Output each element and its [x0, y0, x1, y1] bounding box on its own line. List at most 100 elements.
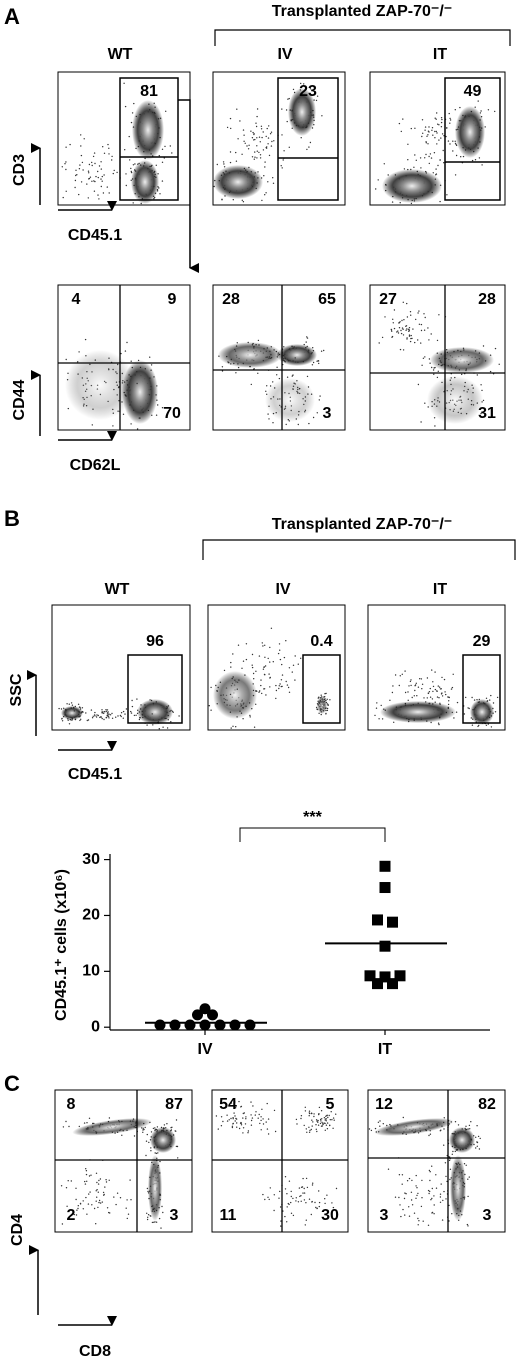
event-dot: [295, 1200, 297, 1202]
event-dot: [272, 661, 274, 663]
event-dot: [324, 693, 326, 695]
event-dot: [440, 117, 443, 119]
event-dot: [405, 1193, 407, 1195]
event-dot: [454, 1121, 457, 1123]
event-dot: [260, 1116, 262, 1118]
event-dot: [433, 152, 436, 154]
event-dot: [477, 100, 479, 102]
event-dot: [375, 707, 378, 709]
event-dot: [136, 382, 138, 385]
event-dot: [402, 328, 404, 330]
event-dot: [408, 330, 410, 332]
event-dot: [262, 1123, 265, 1125]
quadrant-value: 4: [72, 291, 81, 308]
event-dot: [378, 342, 380, 344]
event-dot: [65, 161, 67, 163]
event-dot: [149, 356, 151, 358]
event-dot: [439, 159, 441, 161]
event-dot: [68, 1125, 70, 1128]
event-dot: [300, 1115, 303, 1117]
gate-arrow: [178, 99, 199, 273]
event-dot: [415, 318, 417, 321]
event-dot: [424, 316, 426, 319]
event-dot: [404, 1214, 406, 1216]
event-dot: [294, 679, 296, 681]
event-dot: [245, 658, 248, 661]
event-dot: [99, 716, 101, 719]
event-dot: [330, 1111, 332, 1113]
event-dot: [79, 164, 81, 166]
event-dot: [320, 1125, 323, 1127]
event-dot: [239, 120, 241, 122]
event-dot: [252, 672, 255, 675]
event-dot: [112, 172, 115, 175]
event-dot: [108, 147, 110, 149]
event-dot: [265, 146, 267, 149]
event-dot: [108, 192, 110, 194]
event-dot: [329, 699, 331, 701]
event-dot: [60, 708, 63, 710]
event-dot: [292, 374, 294, 376]
event-dot: [281, 108, 283, 110]
event-dot: [119, 1197, 122, 1199]
quadrant-value: 9: [168, 291, 177, 308]
event-dot: [490, 694, 492, 697]
event-dot: [437, 370, 439, 372]
event-dot: [91, 717, 94, 719]
event-dot: [391, 201, 394, 203]
event-dot: [97, 714, 100, 717]
event-dot: [410, 684, 412, 687]
event-dot: [308, 146, 310, 148]
event-dot: [269, 133, 272, 135]
event-dot: [411, 1179, 413, 1182]
event-dot: [88, 163, 91, 166]
event-dot: [243, 140, 245, 142]
event-dot: [237, 644, 240, 646]
event-dot: [94, 180, 96, 183]
event-dot: [478, 724, 480, 727]
event-dot: [402, 118, 404, 120]
event-dot: [438, 686, 441, 688]
event-dot: [91, 161, 93, 164]
event-dot: [250, 1101, 252, 1103]
event-dot: [308, 422, 310, 425]
event-dot: [248, 144, 250, 146]
event-dot: [237, 138, 239, 140]
event-dot: [124, 149, 126, 151]
flow-plot: [212, 71, 346, 206]
event-dot: [130, 171, 133, 174]
event-dot: [130, 1199, 132, 1201]
event-dot: [382, 1123, 384, 1125]
event-dot: [320, 1120, 322, 1122]
event-dot: [381, 718, 384, 720]
event-dot: [400, 1215, 402, 1218]
y-axis-label: CD45.1⁺ cells (x10⁶): [53, 869, 70, 1021]
panel-label: A: [4, 4, 20, 29]
event-dot: [467, 707, 469, 709]
event-dot: [422, 1220, 424, 1222]
event-dot: [317, 1121, 319, 1124]
event-dot: [268, 125, 270, 127]
event-dot: [308, 1131, 311, 1134]
event-dot: [87, 1203, 90, 1205]
event-dot: [106, 186, 109, 188]
event-dot: [147, 87, 149, 89]
event-dot: [240, 1106, 242, 1108]
density-cloud: [450, 1155, 466, 1221]
event-dot: [74, 179, 77, 182]
event-dot: [370, 1129, 373, 1132]
event-dot: [450, 688, 453, 690]
event-dot: [318, 712, 320, 714]
event-dot: [434, 366, 436, 369]
event-dot: [70, 702, 73, 704]
event-dot: [433, 373, 435, 375]
event-dot: [78, 193, 80, 196]
event-dot: [403, 1197, 406, 1200]
event-dot: [475, 1136, 477, 1139]
event-dot: [400, 130, 402, 133]
event-dot: [318, 1190, 320, 1192]
event-dot: [258, 151, 260, 154]
event-dot: [435, 1187, 438, 1189]
event-dot: [437, 164, 439, 167]
event-dot: [258, 691, 260, 693]
